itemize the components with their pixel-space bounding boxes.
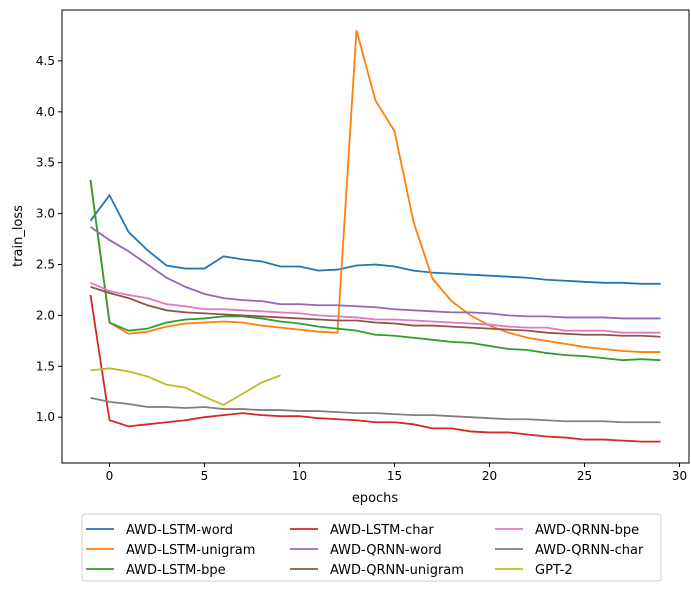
series-line-awd-lstm-word xyxy=(89,193,661,285)
x-axis: 0 5 10 15 20 25 30 xyxy=(106,463,687,483)
legend-entry: AWD-QRNN-unigram xyxy=(290,563,464,578)
legend-entry: AWD-LSTM-unigram xyxy=(86,543,255,558)
series-line-awd-lstm-unigram xyxy=(89,30,661,353)
legend-label: AWD-LSTM-word xyxy=(126,523,233,538)
series-line-awd-qrnn-word xyxy=(89,226,661,320)
legend-entry: AWD-QRNN-char xyxy=(495,543,644,558)
legend-label: AWD-LSTM-char xyxy=(330,523,434,538)
legend-label: AWD-LSTM-bpe xyxy=(126,563,226,578)
y-tick-label: 2.5 xyxy=(36,257,55,271)
legend-frame xyxy=(81,513,662,582)
legend-label: AWD-QRNN-char xyxy=(535,543,644,558)
series-line-awd-qrnn-unigram xyxy=(90,286,661,338)
legend-label: AWD-QRNN-word xyxy=(330,543,442,558)
x-axis-label: epochs xyxy=(352,491,399,506)
legend-entry: GPT-2 xyxy=(495,563,573,578)
y-tick-label: 3.0 xyxy=(36,207,55,221)
y-tick-label: 1.0 xyxy=(36,410,55,424)
x-tick-label: 10 xyxy=(292,469,307,483)
legend: AWD-LSTM-word AWD-LSTM-unigram AWD-LSTM-bp… xyxy=(81,513,662,582)
legend-label: GPT-2 xyxy=(535,563,573,578)
x-tick-label: 5 xyxy=(201,469,209,483)
legend-label: AWD-QRNN-unigram xyxy=(330,563,464,578)
y-tick-label: 1.5 xyxy=(36,359,55,373)
x-tick-label: 15 xyxy=(387,469,402,483)
y-axis-label: train_loss xyxy=(11,205,26,267)
series-line-awd-lstm-bpe xyxy=(89,179,661,362)
y-axis: 1.0 1.5 2.0 2.5 3.0 3.5 4.0 4.5 xyxy=(36,54,62,424)
y-tick-label: 3.5 xyxy=(36,156,55,170)
plot-frame xyxy=(61,9,690,464)
legend-entry: AWD-LSTM-bpe xyxy=(86,563,226,578)
series-line-awd-lstm-char xyxy=(89,294,661,443)
legend-label: AWD-LSTM-unigram xyxy=(126,543,255,558)
series-line-gpt-2 xyxy=(90,367,281,406)
legend-entry: AWD-QRNN-bpe xyxy=(495,523,639,538)
y-tick-label: 4.5 xyxy=(36,54,55,68)
x-tick-label: 0 xyxy=(106,469,114,483)
x-tick-label: 30 xyxy=(672,469,687,483)
series-line-awd-qrnn-bpe xyxy=(90,281,661,334)
legend-label: AWD-QRNN-bpe xyxy=(535,523,639,538)
x-tick-label: 20 xyxy=(482,469,497,483)
x-tick-label: 25 xyxy=(577,469,592,483)
legend-entry: AWD-QRNN-word xyxy=(290,543,442,558)
series-lines xyxy=(89,30,661,443)
y-tick-label: 2.0 xyxy=(36,308,55,322)
legend-entry: AWD-LSTM-word xyxy=(86,523,233,538)
y-tick-label: 4.0 xyxy=(36,105,55,119)
legend-entry: AWD-LSTM-char xyxy=(290,523,434,538)
series-line-awd-qrnn-char xyxy=(90,396,661,424)
